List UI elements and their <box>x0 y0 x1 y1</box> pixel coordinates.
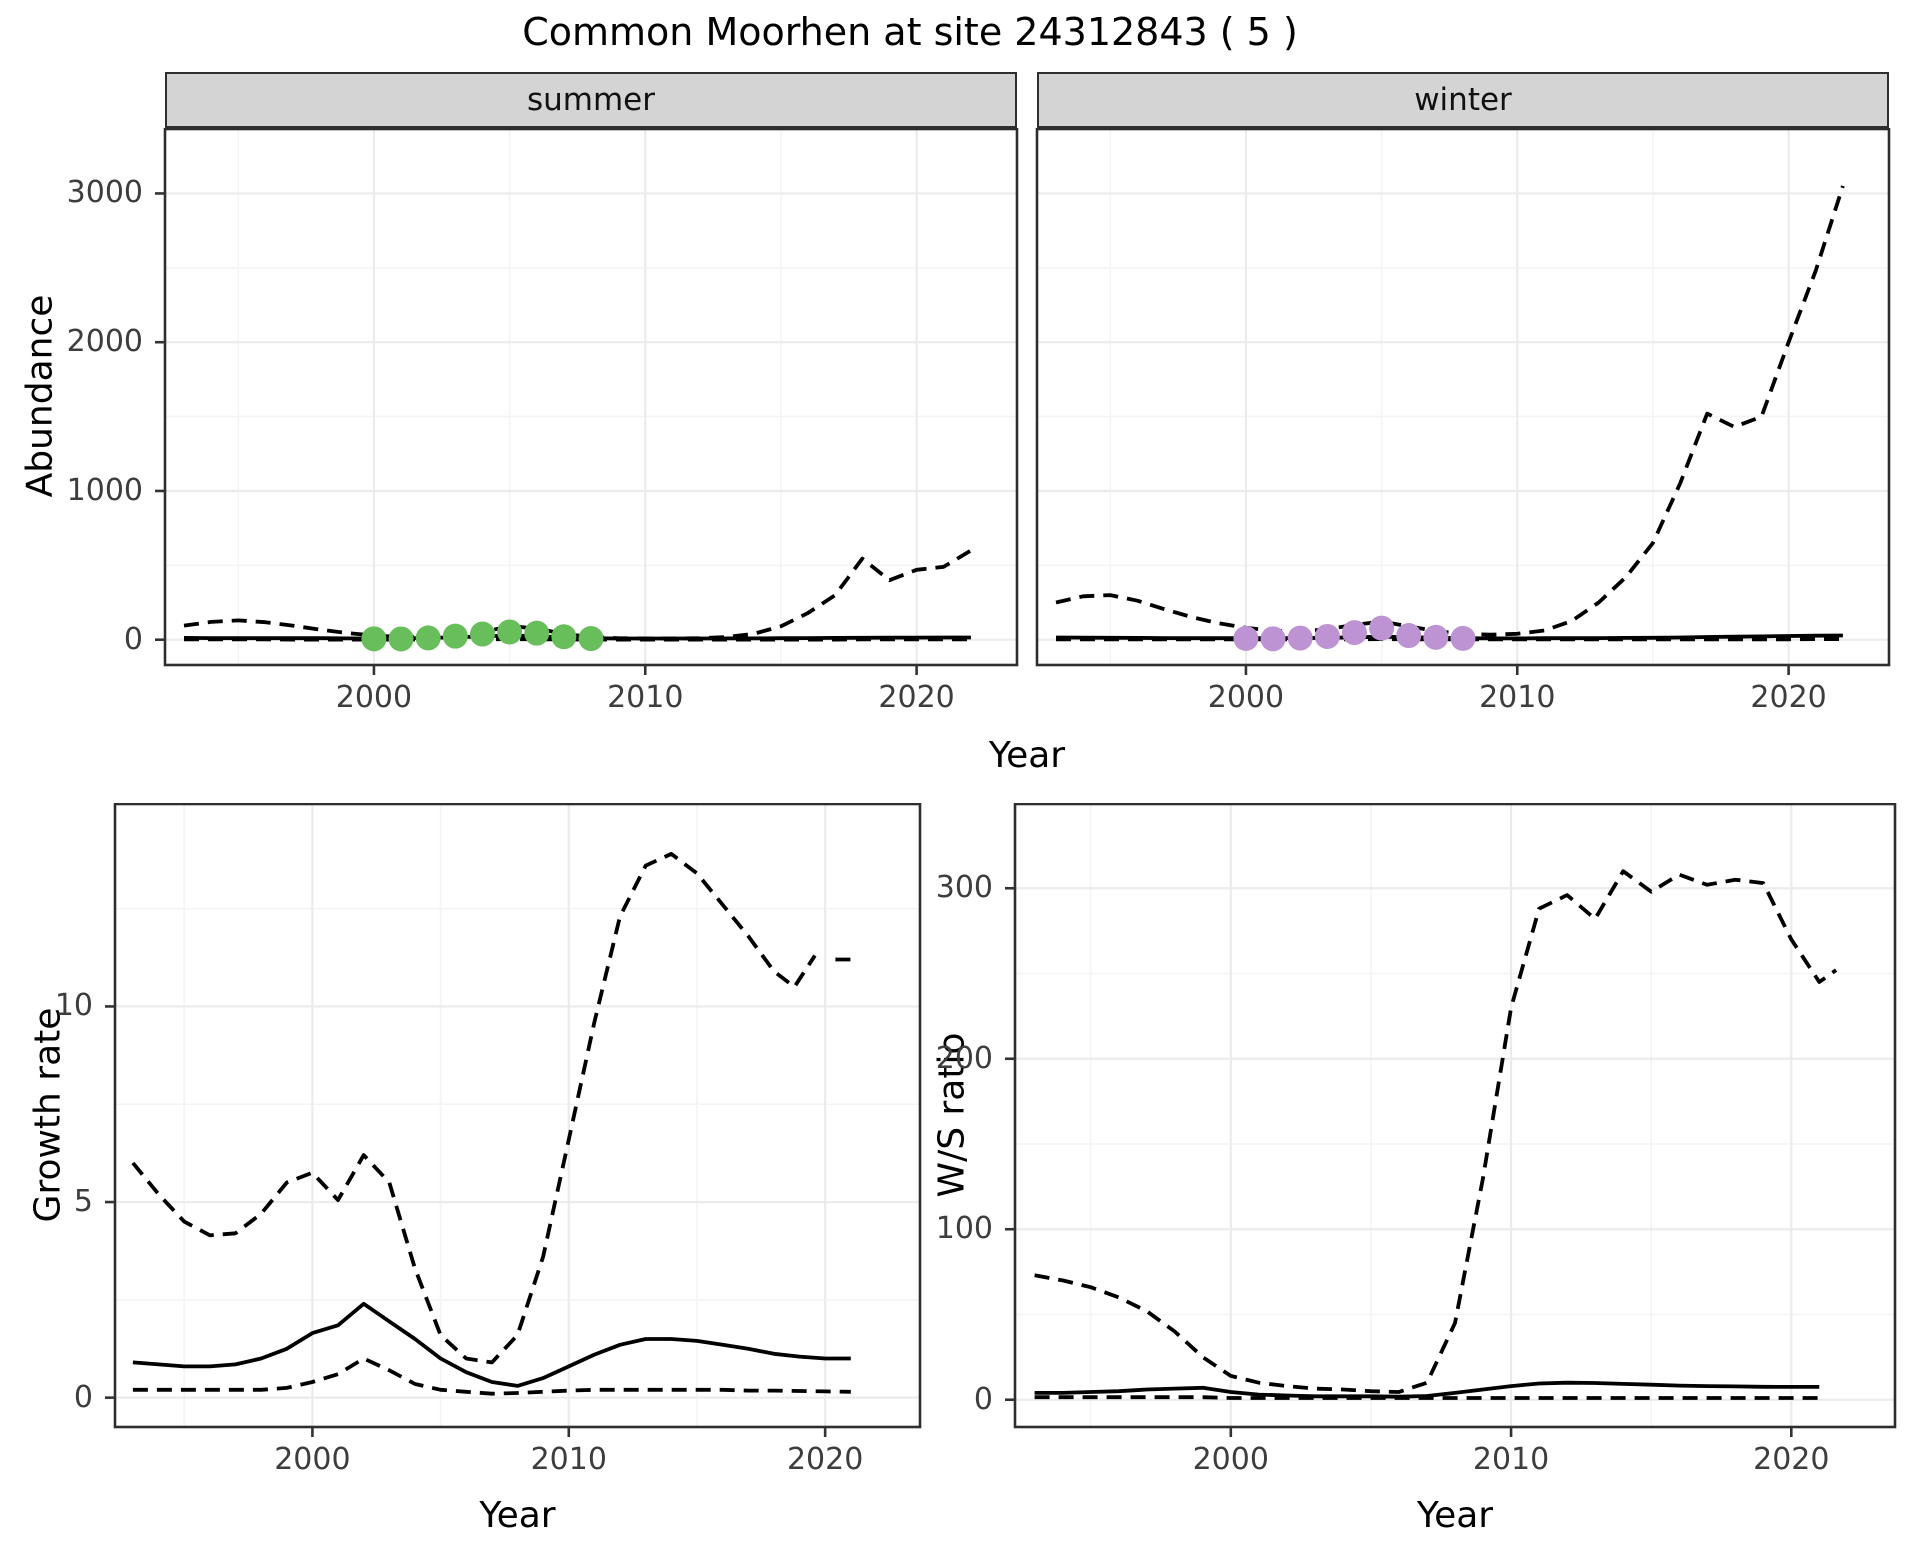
observed-winter-point <box>1396 623 1422 649</box>
observed-summer-point <box>578 626 604 652</box>
growth-rate-x-tick-label: 2010 <box>530 1442 607 1477</box>
ws-ratio-y-tick-label: 100 <box>935 1211 993 1247</box>
observed-summer-point <box>415 625 441 651</box>
observed-winter-point <box>1450 625 1476 651</box>
abundance-winter-canvas <box>1035 127 1891 675</box>
chart-title: Common Moorhen at site 24312843 ( 5 ) <box>522 10 1298 54</box>
abundance-summer-canvas <box>155 127 1019 675</box>
panel-background <box>165 128 1017 665</box>
facet-strip-winter: winter <box>1037 72 1889 128</box>
ws-ratio-x-tick-label: 2010 <box>1472 1442 1550 1477</box>
observed-winter-point <box>1233 625 1259 651</box>
abundance-summer-y-tick-label: 1000 <box>66 472 143 508</box>
panel-border <box>163 127 1019 667</box>
ws-ratio-panel <box>999 802 1911 1449</box>
panel-background <box>115 803 920 1427</box>
summer-abundance-panel <box>149 127 1033 687</box>
abundance-summer-x-tick-label: 2000 <box>335 680 413 715</box>
growth-rate-fitted-line <box>132 1301 851 1388</box>
ws-ratio-upper-ci-line <box>1034 869 1838 1394</box>
observed-winter-point <box>1423 624 1449 650</box>
growth-year-axis-label: Year <box>479 1495 556 1536</box>
observed-summer-point <box>524 620 550 646</box>
facet-strip-winter-label: winter <box>1414 82 1512 118</box>
ws-ratio-x-tick-label: 2020 <box>1753 1442 1830 1477</box>
observed-winter-point <box>1369 615 1395 641</box>
abundance-winter-fitted-line <box>1055 633 1843 641</box>
growth-rate-y-tick-label: 0 <box>73 1379 93 1415</box>
growth-rate-y-tick-label: 5 <box>73 1184 93 1220</box>
observed-summer-point <box>469 621 495 647</box>
panel-border <box>1013 802 1897 1429</box>
abundance-winter-x-tick-label: 2020 <box>1750 680 1827 715</box>
abundance-winter-upper-ci-line <box>1055 185 1845 637</box>
panel-border <box>1035 127 1891 667</box>
growth-rate-lower-ci-line <box>132 1356 851 1396</box>
abundance-winter-x-tick-label: 2010 <box>1479 680 1556 715</box>
winter-abundance-panel <box>1021 127 1905 687</box>
abundance-summer-fitted-line <box>183 633 971 641</box>
abundance-summer-upper-ci-line <box>183 548 972 641</box>
facet-strip-summer-label: summer <box>526 82 655 118</box>
top-year-axis-label: Year <box>988 735 1066 776</box>
ws-ratio-y-tick-label: 300 <box>935 870 993 906</box>
abundance-summer-x-tick-label: 2010 <box>607 680 684 715</box>
growth-rate-x-tick-label: 2000 <box>274 1442 351 1477</box>
observed-summer-point <box>388 626 414 652</box>
ws-ratio-y-tick-label: 200 <box>935 1040 993 1076</box>
abundance-summer-y-tick-label: 2000 <box>66 324 143 360</box>
facet-strip-summer: summer <box>165 72 1017 128</box>
observed-winter-point <box>1287 625 1313 651</box>
growth-rate-y-tick-label: 10 <box>54 988 93 1024</box>
growth-rate-x-tick-label: 2020 <box>786 1442 864 1477</box>
observed-summer-point <box>551 624 577 650</box>
abundance-summer-y-tick-label: 0 <box>123 621 143 657</box>
observed-winter-point <box>1314 623 1340 649</box>
observed-winter-point <box>1341 620 1367 646</box>
abundance-winter-x-tick-label: 2000 <box>1207 680 1285 715</box>
observed-summer-point <box>497 619 523 645</box>
panel-background <box>1037 128 1889 665</box>
growth-rate-panel <box>99 802 936 1449</box>
panel-border <box>113 802 922 1429</box>
ws-ratio-fitted-line <box>1034 1380 1820 1399</box>
observed-summer-point <box>361 626 387 652</box>
ws-ratio-canvas <box>1005 802 1897 1437</box>
ws-year-axis-label: Year <box>1416 1495 1494 1536</box>
abundance-summer-y-tick-label: 3000 <box>66 175 143 211</box>
ws-ratio-lower-ci-line <box>1034 1395 1820 1400</box>
growth-rate-upper-ci-line <box>131 852 854 1365</box>
observed-summer-point <box>442 623 468 649</box>
observed-winter-point <box>1260 626 1286 652</box>
ws-ratio-y-tick-label: 0 <box>973 1381 993 1417</box>
ws-ratio-x-tick-label: 2000 <box>1192 1442 1269 1477</box>
abundance-summer-x-tick-label: 2020 <box>878 680 955 715</box>
panel-background <box>1015 803 1895 1427</box>
growth-rate-canvas <box>105 802 922 1437</box>
